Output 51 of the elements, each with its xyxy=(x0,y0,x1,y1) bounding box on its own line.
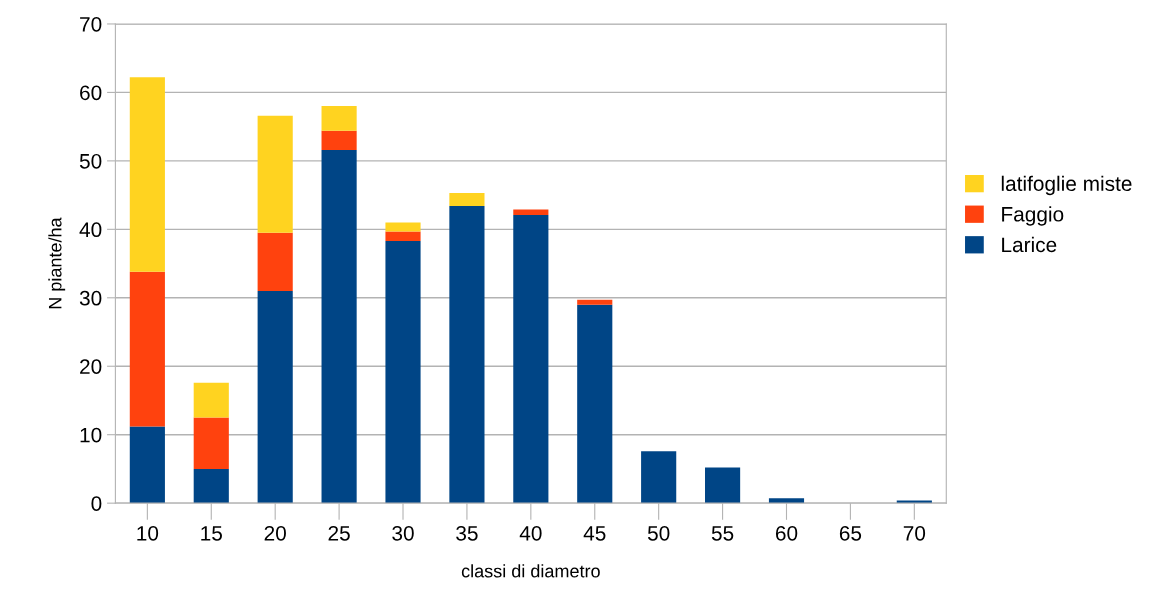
bar xyxy=(768,498,805,504)
y-tick-label: 0 xyxy=(91,496,102,511)
bar xyxy=(257,290,293,504)
bar xyxy=(321,130,357,150)
legend-label: latifoglie miste xyxy=(1001,175,1132,196)
x-tick-label: 50 xyxy=(647,525,670,541)
bar xyxy=(577,304,613,504)
bar xyxy=(129,77,165,272)
x-tick-label: 15 xyxy=(201,526,222,541)
x-tick-label: 30 xyxy=(392,525,414,541)
x-tick-label: 65 xyxy=(839,525,862,541)
legend-label: Larice xyxy=(1002,236,1057,253)
bar xyxy=(257,232,293,291)
y-axis-title: N piante/ha xyxy=(48,217,66,309)
y-tick-label: 20 xyxy=(80,359,102,374)
bar xyxy=(321,106,357,131)
y-tick-label: 60 xyxy=(80,85,102,101)
bar xyxy=(129,271,165,427)
bar xyxy=(896,500,932,504)
y-tick-label: 30 xyxy=(79,290,102,306)
x-tick-label: 10 xyxy=(137,525,159,541)
bar xyxy=(449,206,485,504)
x-tick-label: 55 xyxy=(711,526,734,541)
y-tick-label: 50 xyxy=(79,153,102,169)
bar xyxy=(385,222,421,232)
bar xyxy=(129,426,165,504)
x-tick-label: 25 xyxy=(328,525,350,541)
x-tick-label: 45 xyxy=(583,526,606,541)
x-tick-label: 60 xyxy=(775,525,798,541)
x-tick-label: 35 xyxy=(456,525,478,541)
bar xyxy=(385,240,421,504)
bar xyxy=(577,299,613,305)
bar xyxy=(257,115,293,233)
y-tick-label: 10 xyxy=(80,427,102,443)
bar xyxy=(705,467,741,504)
bar xyxy=(193,417,229,469)
bar xyxy=(321,149,357,504)
bar xyxy=(193,382,229,418)
y-tick-label: 70 xyxy=(80,16,102,32)
bar xyxy=(449,193,485,207)
bar xyxy=(641,451,677,504)
bar xyxy=(385,231,421,241)
y-tick-label: 40 xyxy=(79,222,102,238)
x-tick-label: 70 xyxy=(903,525,926,541)
x-tick-label: 40 xyxy=(519,525,542,541)
bar xyxy=(193,468,229,504)
legend-label: Faggio xyxy=(1002,206,1064,226)
x-axis-title: classi di diametro xyxy=(461,564,600,578)
bar xyxy=(513,214,549,504)
x-tick-label: 20 xyxy=(264,525,286,541)
bar xyxy=(513,209,549,215)
